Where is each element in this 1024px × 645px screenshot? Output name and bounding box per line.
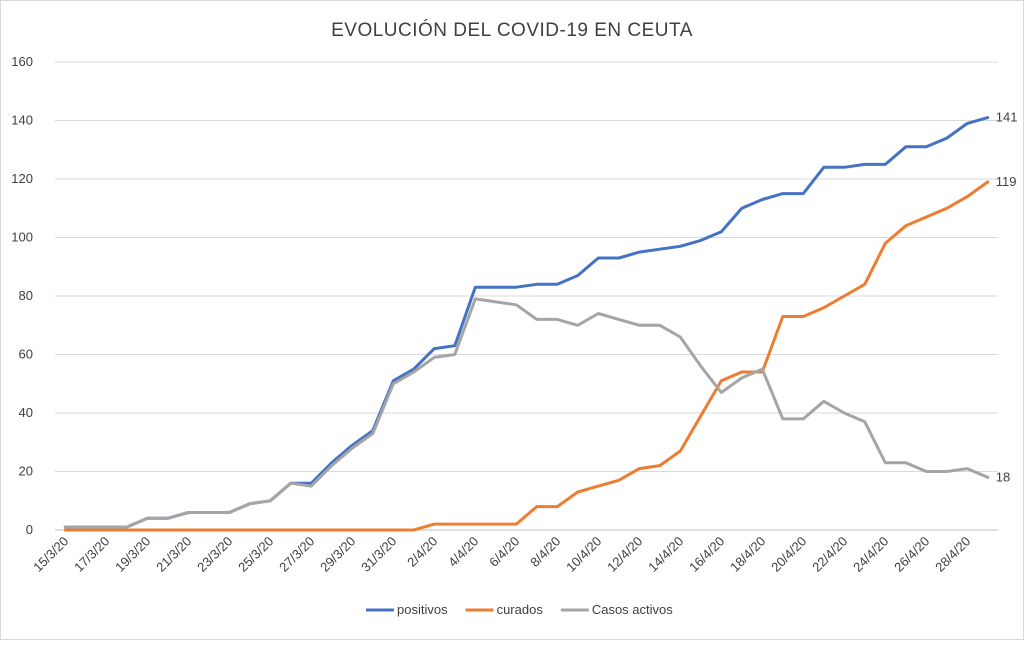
y-tick-label: 80 [19, 288, 33, 303]
end-value-label: 119 [996, 174, 1017, 189]
series-line-curados [63, 180, 990, 532]
legend-label: Casos activos [592, 602, 673, 617]
y-tick-label: 120 [11, 171, 33, 186]
y-tick-label: 100 [11, 230, 33, 245]
y-tick-label: 0 [26, 522, 33, 537]
legend-label: curados [497, 602, 544, 617]
series-end-labels: 141 119 18 [996, 110, 1018, 485]
legend-item: positivos [366, 602, 448, 617]
end-value-label: 141 [996, 110, 1018, 125]
chart-title: EVOLUCIÓN DEL COVID-19 EN CEUTA [331, 19, 693, 41]
legend-item: curados [465, 602, 544, 617]
end-value-label: 18 [996, 469, 1010, 484]
series-lines [63, 116, 990, 532]
series-line-casos-activos [63, 297, 990, 529]
y-tick-label: 140 [11, 113, 33, 128]
y-tick-label: 160 [11, 54, 33, 69]
y-tick-label: 40 [19, 405, 33, 420]
y-tick-label: 20 [19, 464, 33, 479]
y-tick-label: 60 [19, 347, 33, 362]
legend: positivos curados Casos activos [366, 602, 673, 617]
y-axis-ticks: 0 20 40 60 80 100 120 140 160 [11, 54, 33, 537]
legend-label: positivos [397, 602, 448, 617]
legend-item: Casos activos [560, 602, 673, 617]
